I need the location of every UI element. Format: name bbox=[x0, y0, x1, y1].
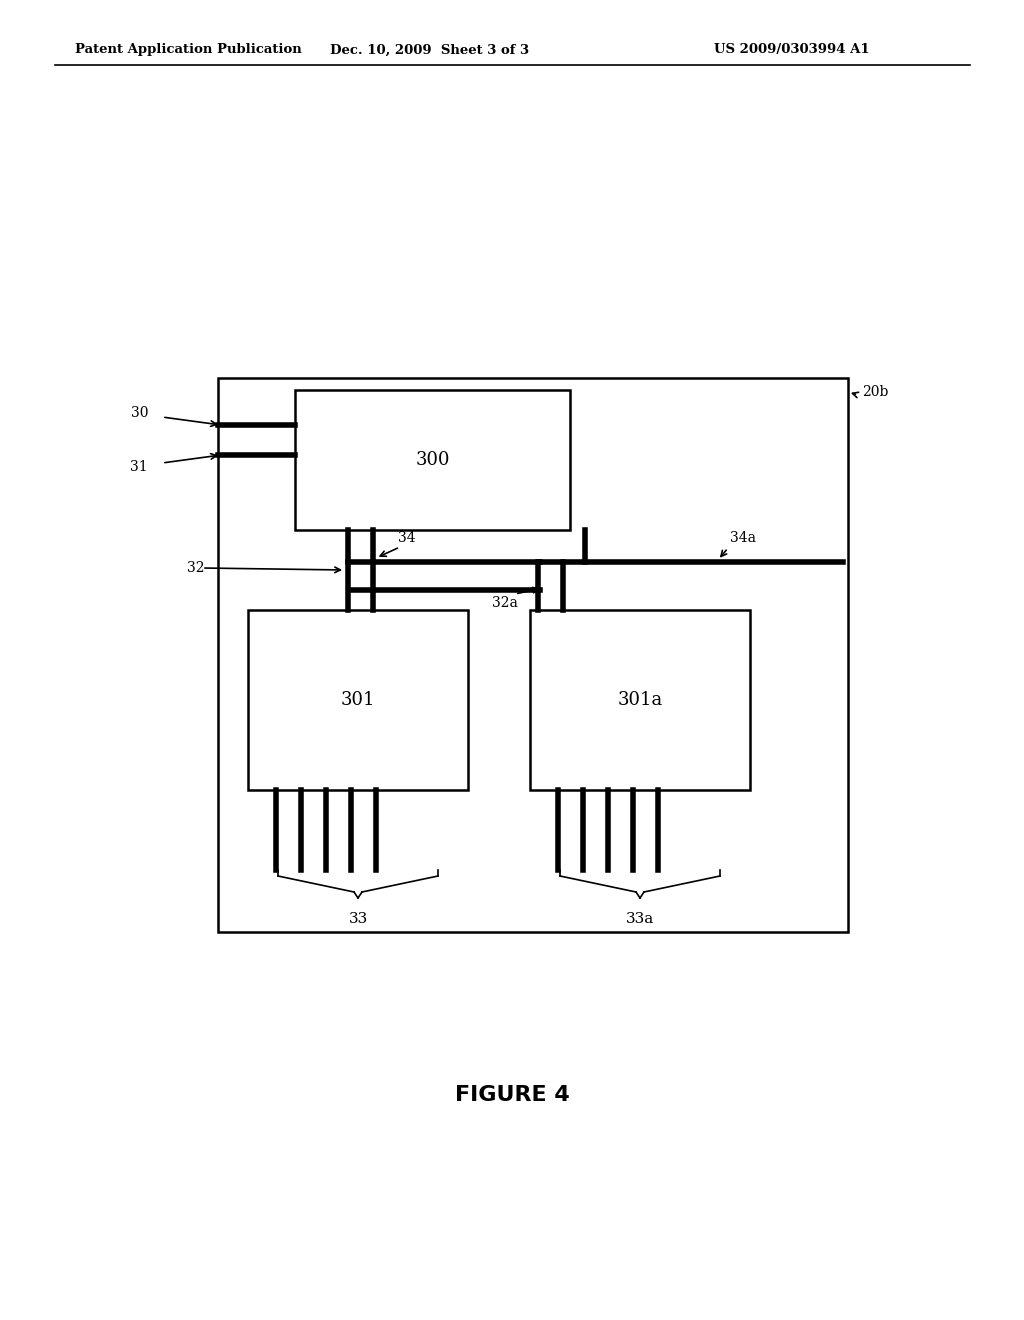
Text: 301: 301 bbox=[341, 690, 375, 709]
Text: 33a: 33a bbox=[626, 912, 654, 927]
Bar bbox=[218, 378, 848, 932]
Bar bbox=[295, 389, 570, 531]
Text: 300: 300 bbox=[416, 451, 450, 469]
Text: FIGURE 4: FIGURE 4 bbox=[455, 1085, 569, 1105]
Text: 301a: 301a bbox=[617, 690, 663, 709]
Text: 30: 30 bbox=[130, 407, 148, 420]
Text: 34a: 34a bbox=[730, 531, 756, 545]
Text: Dec. 10, 2009  Sheet 3 of 3: Dec. 10, 2009 Sheet 3 of 3 bbox=[331, 44, 529, 57]
Text: 34: 34 bbox=[398, 531, 416, 545]
Text: 20b: 20b bbox=[862, 385, 889, 399]
Text: 32a: 32a bbox=[493, 597, 518, 610]
Text: 33: 33 bbox=[348, 912, 368, 927]
Text: 31: 31 bbox=[130, 459, 148, 474]
Bar bbox=[530, 610, 750, 789]
Text: Patent Application Publication: Patent Application Publication bbox=[75, 44, 302, 57]
Text: US 2009/0303994 A1: US 2009/0303994 A1 bbox=[715, 44, 870, 57]
Text: 32: 32 bbox=[187, 561, 205, 576]
Bar bbox=[248, 610, 468, 789]
